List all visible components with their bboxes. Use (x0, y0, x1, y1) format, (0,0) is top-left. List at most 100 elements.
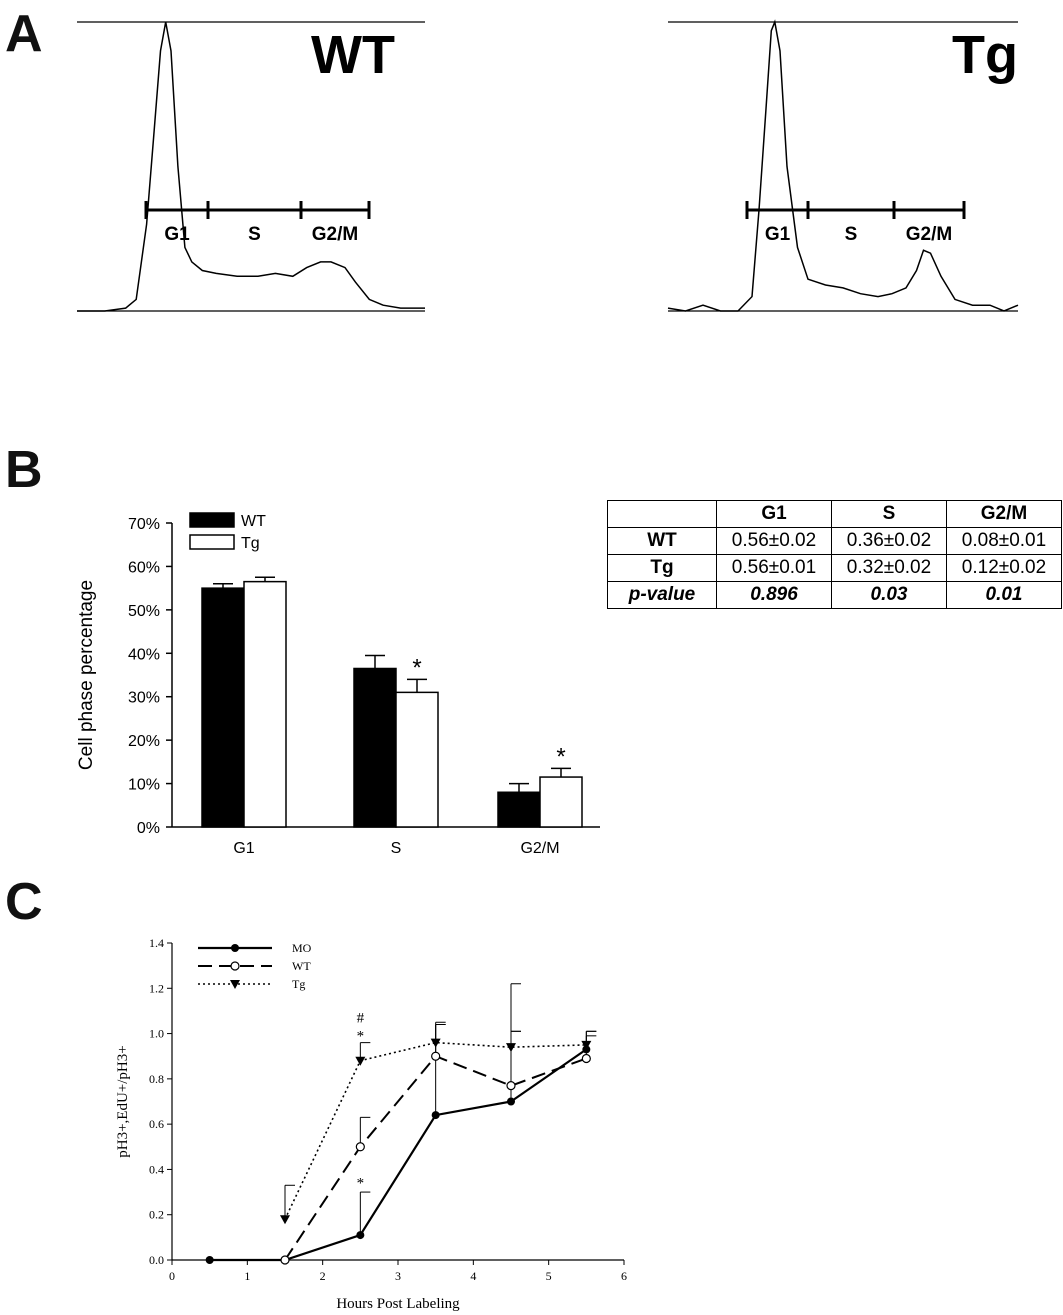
table-row-label: WT (607, 527, 717, 555)
table-header-cell: G2/M (946, 500, 1062, 528)
data-point (231, 944, 239, 952)
histogram-0: G1 S G2/M WT (77, 21, 425, 312)
significance-marker: * (556, 743, 565, 770)
x-tick-label: 1 (244, 1269, 250, 1283)
data-point (581, 1040, 592, 1050)
histogram-title: WT (311, 25, 395, 85)
legend-label: MO (292, 941, 312, 955)
panel-letter-c: C (5, 873, 43, 931)
phase-label: G2/M (312, 224, 358, 245)
series-wt (280, 983, 597, 1265)
data-point (355, 1142, 365, 1152)
table-row: WT 0.56±0.02 0.36±0.02 0.08±0.01 (607, 527, 1062, 555)
x-tick-label: 3 (395, 1269, 401, 1283)
table-cell: 0.01 (946, 581, 1062, 609)
x-tick-label: 5 (546, 1269, 552, 1283)
table-header-row: G1 S G2/M (607, 500, 1062, 528)
data-point (280, 1215, 290, 1225)
y-tick-label: 40% (128, 646, 160, 663)
data-point (431, 1111, 440, 1120)
y-tick-label: 0.4 (149, 1162, 164, 1176)
legend-label: WT (241, 513, 266, 530)
bar-wt (201, 587, 245, 828)
x-tick-label: 2 (320, 1269, 326, 1283)
data-point (431, 1051, 441, 1061)
y-tick-label: 0% (137, 820, 160, 837)
data-point (506, 1081, 516, 1091)
x-tick-label: G2/M (520, 840, 559, 857)
table-row: Tg 0.56±0.01 0.32±0.02 0.12±0.02 (607, 554, 1062, 582)
legend-label: WT (292, 959, 311, 973)
table-cell: 0.36±0.02 (831, 527, 947, 555)
table-cell: 0.56±0.01 (716, 554, 832, 582)
x-tick-label: 0 (169, 1269, 175, 1283)
bar-chart: 0% 10% 20% 30% 40% 50% 60% 70% Cell phase percen… (76, 512, 600, 857)
histogram-curve (77, 21, 425, 312)
significance-marker: * (357, 1176, 365, 1192)
y-tick-label: 1.2 (149, 981, 164, 995)
y-tick-label: 0.0 (149, 1253, 164, 1267)
legend-label: Tg (241, 535, 260, 552)
y-tick-label: 20% (128, 733, 160, 750)
legend-label: Tg (292, 977, 305, 991)
data-point (230, 980, 240, 989)
histogram-panel: G1 S G2/M WT G1 S G2/M Tg (77, 19, 1019, 312)
y-tick-label: 0.8 (149, 1072, 164, 1086)
data-point (280, 1255, 290, 1265)
y-tick-label: 70% (128, 516, 160, 533)
bar-wt (497, 791, 541, 828)
y-tick-label: 0.2 (149, 1208, 164, 1222)
panel-letter-a: A (5, 5, 43, 63)
phase-label: G1 (164, 224, 190, 245)
table-row-label: Tg (607, 554, 717, 582)
bar-tg (243, 580, 287, 828)
bar-tg (539, 776, 583, 828)
y-tick-label: 30% (128, 690, 160, 707)
y-tick-label: 10% (128, 777, 160, 794)
significance-marker: * (357, 1028, 365, 1044)
data-point (356, 1231, 365, 1240)
y-tick-label: 1.4 (149, 936, 164, 950)
bar-tg (395, 691, 439, 828)
y-axis-label: Cell phase percentage (76, 580, 97, 770)
legend-swatch (189, 512, 235, 528)
data-point (507, 1097, 515, 1106)
table-cell: 0.32±0.02 (831, 554, 947, 582)
y-tick-label: 0.6 (149, 1117, 164, 1131)
series-tg (280, 1024, 597, 1225)
table-header-cell: G1 (716, 500, 832, 528)
histogram-curve (667, 19, 1019, 312)
table-cell: 0.56±0.02 (716, 527, 832, 555)
data-point (205, 1256, 214, 1264)
series-line (284, 1041, 587, 1220)
table-header-cell: S (831, 500, 947, 528)
x-tick-label: 4 (470, 1269, 476, 1283)
table-row: p-value 0.896 0.03 0.01 (607, 581, 1062, 609)
series-line (209, 1048, 587, 1262)
y-tick-label: 60% (128, 559, 160, 576)
significance-marker: * (412, 654, 421, 681)
data-point (355, 1056, 366, 1066)
data-point (430, 1038, 441, 1048)
y-tick-label: 1.0 (149, 1027, 164, 1041)
table-cell: 0.896 (716, 581, 832, 609)
histogram-1: G1 S G2/M Tg (667, 19, 1019, 312)
histogram-title: Tg (952, 25, 1018, 85)
phase-label: S (248, 224, 261, 245)
series-mo (205, 1024, 597, 1264)
x-tick-label: S (391, 840, 402, 857)
x-tick-label: 6 (621, 1269, 627, 1283)
x-axis-label: Hours Post Labeling (336, 1296, 460, 1312)
table-header-cell (607, 500, 717, 528)
table-row-label: p-value (607, 581, 717, 609)
x-tick-label: G1 (233, 840, 254, 857)
data-point (506, 1043, 516, 1053)
y-axis-label: pH3+,EdU+/pH3+ (115, 1045, 131, 1157)
table-cell: 0.03 (831, 581, 947, 609)
data-point (230, 961, 240, 971)
phase-label: G2/M (906, 224, 952, 245)
phase-label: G1 (765, 224, 791, 245)
phase-label: S (845, 224, 858, 245)
significance-marker: # (357, 1010, 365, 1026)
